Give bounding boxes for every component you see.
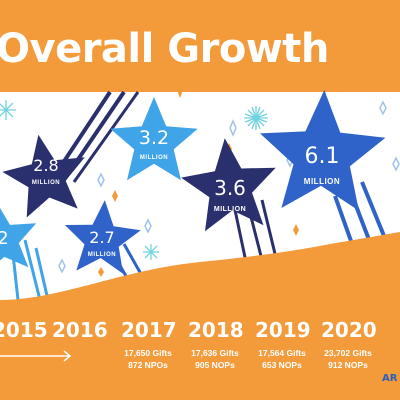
star-unit: MILLION: [213, 206, 247, 213]
star-value: 2.7: [89, 228, 115, 247]
ground-wave: [0, 232, 400, 400]
band-edge-decoration: [0, 0, 400, 92]
year-label: 2015: [0, 318, 48, 342]
star-value: 2.8: [33, 156, 59, 175]
stars-group: [0, 90, 386, 274]
star-shape: [181, 138, 276, 232]
year-label: 2017: [121, 318, 177, 342]
page-title: Overall Growth: [0, 26, 329, 72]
year-label: 2018: [188, 318, 244, 342]
star-value: 2: [0, 228, 9, 249]
starburst-icon: [0, 100, 268, 260]
npos-count: 905 NOPs: [195, 360, 235, 370]
year-label: 2016: [52, 318, 108, 342]
star-shape: [110, 97, 198, 181]
gifts-count: 23,702 Gifts: [324, 348, 372, 358]
star-value: 3.2: [138, 127, 170, 149]
star-value: 6.1: [304, 144, 340, 169]
star-value: 3.6: [214, 176, 246, 200]
npos-count: 872 NPOs: [128, 360, 168, 370]
gifts-count: 17,636 Gifts: [191, 348, 239, 358]
year-label: 2019: [255, 318, 311, 342]
gifts-count: 17,650 Gifts: [124, 348, 172, 358]
npos-count: 912 NOPs: [328, 360, 368, 370]
brand-logo-partial: AR: [382, 373, 398, 384]
star-shape: [0, 207, 37, 268]
star-unit: MILLION: [31, 180, 61, 186]
star-unit: MILLION: [139, 155, 169, 161]
arrow-right-icon: [0, 350, 72, 362]
star-unit: MILLION: [87, 252, 117, 258]
star-unit: MILLION: [303, 177, 341, 186]
title-band: Overall Growth: [0, 0, 400, 92]
npos-count: 653 NOPs: [262, 360, 302, 370]
star-shape: [2, 134, 85, 218]
year-label: 2020: [321, 318, 377, 342]
gifts-count: 17,564 Gifts: [258, 348, 306, 358]
star-shape: [64, 200, 141, 274]
star-shape: [260, 90, 386, 211]
